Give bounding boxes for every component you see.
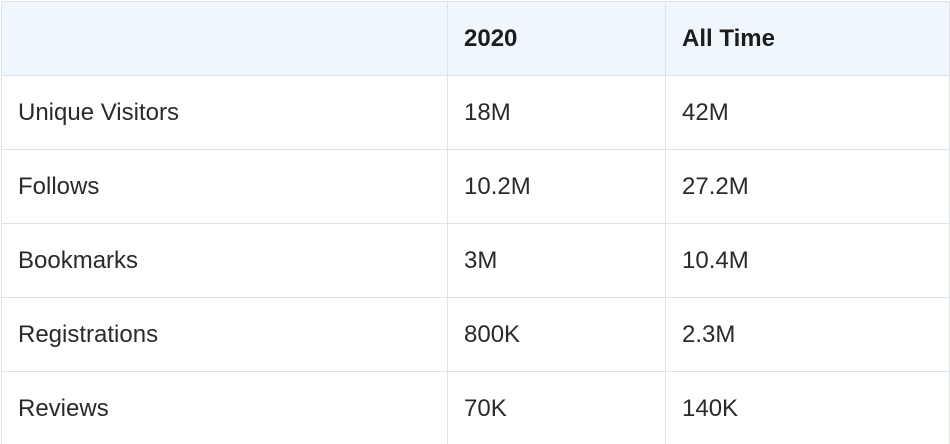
- value-2020: 70K: [447, 371, 666, 444]
- value-all-time: 10.4M: [665, 223, 950, 298]
- header-cell-metric: [1, 1, 448, 76]
- value-2020: 18M: [447, 75, 666, 150]
- table-row: Unique Visitors 18M 42M: [1, 75, 950, 150]
- table-header: 2020 All Time: [1, 1, 950, 76]
- value-2020: 800K: [447, 297, 666, 372]
- table-row: Reviews 70K 140K: [1, 371, 950, 444]
- metric-name: Follows: [1, 149, 448, 224]
- header-cell-2020: 2020: [447, 1, 666, 76]
- value-2020: 10.2M: [447, 149, 666, 224]
- table-row: Bookmarks 3M 10.4M: [1, 223, 950, 298]
- value-all-time: 140K: [665, 371, 950, 444]
- value-all-time: 27.2M: [665, 149, 950, 224]
- value-2020: 3M: [447, 223, 666, 298]
- metric-name: Bookmarks: [1, 223, 448, 298]
- metric-name: Registrations: [1, 297, 448, 372]
- value-all-time: 2.3M: [665, 297, 950, 372]
- metric-name: Reviews: [1, 371, 448, 444]
- table-row: Follows 10.2M 27.2M: [1, 149, 950, 224]
- table-row: Registrations 800K 2.3M: [1, 297, 950, 372]
- header-row: 2020 All Time: [1, 1, 950, 76]
- metric-name: Unique Visitors: [1, 75, 448, 150]
- table-body: Unique Visitors 18M 42M Follows 10.2M 27…: [1, 75, 950, 444]
- header-cell-all-time: All Time: [665, 1, 950, 76]
- value-all-time: 42M: [665, 75, 950, 150]
